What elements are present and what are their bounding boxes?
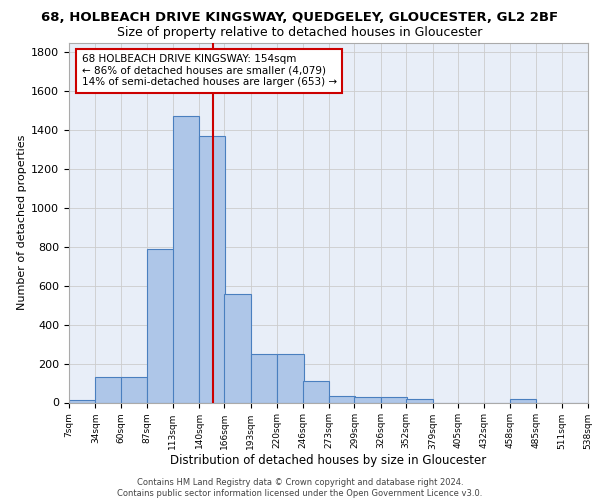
Bar bbox=[199, 136, 226, 402]
Bar bbox=[355, 396, 381, 402]
Bar bbox=[329, 396, 355, 402]
Bar bbox=[121, 377, 147, 402]
Bar bbox=[173, 116, 199, 403]
X-axis label: Distribution of detached houses by size in Gloucester: Distribution of detached houses by size … bbox=[170, 454, 487, 467]
Text: 68 HOLBEACH DRIVE KINGSWAY: 154sqm
← 86% of detached houses are smaller (4,079)
: 68 HOLBEACH DRIVE KINGSWAY: 154sqm ← 86%… bbox=[82, 54, 337, 88]
Bar bbox=[224, 294, 251, 403]
Bar bbox=[510, 398, 536, 402]
Bar bbox=[406, 398, 433, 402]
Y-axis label: Number of detached properties: Number of detached properties bbox=[17, 135, 27, 310]
Bar bbox=[147, 249, 173, 402]
Bar bbox=[277, 354, 304, 403]
Text: Size of property relative to detached houses in Gloucester: Size of property relative to detached ho… bbox=[118, 26, 482, 39]
Text: Contains HM Land Registry data © Crown copyright and database right 2024.
Contai: Contains HM Land Registry data © Crown c… bbox=[118, 478, 482, 498]
Bar bbox=[381, 396, 407, 402]
Bar bbox=[95, 377, 122, 402]
Bar bbox=[69, 400, 95, 402]
Text: 68, HOLBEACH DRIVE KINGSWAY, QUEDGELEY, GLOUCESTER, GL2 2BF: 68, HOLBEACH DRIVE KINGSWAY, QUEDGELEY, … bbox=[41, 11, 559, 24]
Bar bbox=[251, 354, 277, 403]
Bar bbox=[302, 381, 329, 402]
